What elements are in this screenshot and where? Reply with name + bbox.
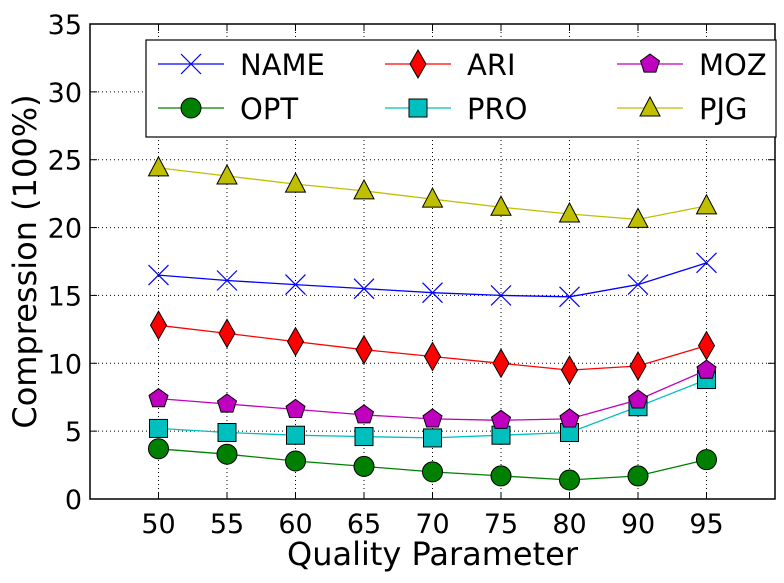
data-point-opt <box>148 438 169 460</box>
x-tick-label: 55 <box>210 509 244 540</box>
x-tick-label: 60 <box>278 509 312 540</box>
legend-marker-pro <box>408 98 428 118</box>
data-point-name <box>490 285 512 306</box>
data-point-opt <box>422 461 443 483</box>
series-line-name <box>158 262 707 298</box>
data-point-opt <box>559 469 580 491</box>
y-axis-label: Compression (100%) <box>6 94 44 428</box>
y-tick-label: 20 <box>48 214 82 245</box>
data-point-pjg <box>353 178 375 200</box>
data-point-ari <box>218 318 236 349</box>
legend-item-ari: ARI <box>385 48 516 82</box>
data-point-pjg <box>216 163 238 185</box>
x-tick-label: 50 <box>141 509 175 540</box>
data-point-opt <box>285 450 306 472</box>
legend-box <box>145 39 777 138</box>
data-point-moz <box>627 389 649 409</box>
data-point-name <box>422 282 443 304</box>
data-point-moz <box>559 408 580 428</box>
y-tick-label: 5 <box>65 417 82 448</box>
data-point-pro <box>149 418 168 438</box>
y-tick-label: 30 <box>48 78 82 109</box>
data-point-name <box>148 264 169 286</box>
data-point-moz <box>696 359 717 379</box>
series-moz <box>148 359 717 429</box>
data-point-pro <box>286 425 305 445</box>
data-point-ari <box>423 341 442 372</box>
data-point-ari <box>149 310 168 341</box>
data-point-pjg <box>627 207 649 228</box>
x-tick-label: 90 <box>621 509 655 540</box>
series-ari <box>149 310 716 386</box>
data-point-name <box>285 274 306 295</box>
legend-label-ari: ARI <box>467 48 516 82</box>
data-point-opt <box>353 455 375 477</box>
data-point-ari <box>492 348 510 379</box>
legend-label-pjg: PJG <box>699 92 748 126</box>
y-tick-label: 15 <box>48 281 82 312</box>
data-point-pjg <box>147 155 170 177</box>
axis-ticks: 50 55 60 65 70 75 80 90 95 0 5 10 15 20 25 30 35 <box>48 10 775 540</box>
data-point-name <box>216 270 238 291</box>
data-point-pro <box>217 423 237 442</box>
legend-item-pjg: PJG <box>617 92 748 126</box>
x-tick-label: 80 <box>552 509 586 540</box>
legend-label-name: NAME <box>240 48 325 82</box>
x-tick-label: 95 <box>689 509 723 540</box>
legend-marker-opt <box>180 97 202 119</box>
series-opt <box>148 438 717 491</box>
data-point-moz <box>285 398 306 418</box>
legend-marker-ari <box>409 48 427 80</box>
data-point-ari <box>355 334 373 365</box>
data-point-opt <box>490 465 512 487</box>
data-point-pro <box>491 425 511 445</box>
data-point-moz <box>148 387 169 408</box>
data-point-ari <box>629 350 647 382</box>
legend-marker-moz <box>639 53 661 73</box>
data-point-pro <box>354 427 374 447</box>
x-tick-label: 65 <box>347 509 381 540</box>
data-point-opt <box>696 449 717 471</box>
data-point-moz <box>216 393 238 413</box>
data-point-name <box>559 286 580 308</box>
series-pjg <box>147 155 718 228</box>
data-point-moz <box>490 409 512 429</box>
data-point-name <box>353 278 375 300</box>
legend-label-opt: OPT <box>240 92 298 126</box>
series-layer <box>147 155 718 491</box>
legend-marker-name <box>180 53 202 75</box>
legend-item-pro: PRO <box>385 92 527 126</box>
data-point-pjg <box>558 201 581 223</box>
x-tick-label: 70 <box>415 509 449 540</box>
legend: NAME OPT ARI PRO MOZ PJG <box>145 39 777 138</box>
y-tick-label: 10 <box>48 349 82 380</box>
x-axis-label: Quality Parameter <box>287 535 579 573</box>
legend-item-opt: OPT <box>158 92 298 126</box>
data-point-ari <box>697 330 716 361</box>
data-point-moz <box>422 408 443 428</box>
legend-label-moz: MOZ <box>699 48 767 82</box>
y-tick-label: 25 <box>48 146 82 177</box>
data-point-opt <box>627 465 649 487</box>
legend-label-pro: PRO <box>467 92 527 126</box>
series-name <box>148 252 717 308</box>
y-tick-label: 0 <box>65 485 82 516</box>
x-tick-label: 75 <box>484 509 518 540</box>
data-point-pro <box>423 428 442 448</box>
data-point-pjg <box>421 186 444 208</box>
legend-marker-pjg <box>639 95 661 117</box>
data-point-pjg <box>490 195 512 216</box>
data-point-moz <box>353 404 375 424</box>
data-point-name <box>696 252 717 274</box>
data-point-name <box>627 274 649 295</box>
data-point-ari <box>560 355 579 386</box>
data-point-ari <box>286 326 305 357</box>
data-point-pjg <box>695 193 718 215</box>
legend-item-name: NAME <box>158 48 325 82</box>
data-point-opt <box>216 443 238 465</box>
data-point-pjg <box>284 172 307 193</box>
y-tick-label: 35 <box>48 10 82 41</box>
legend-item-moz: MOZ <box>617 48 767 82</box>
